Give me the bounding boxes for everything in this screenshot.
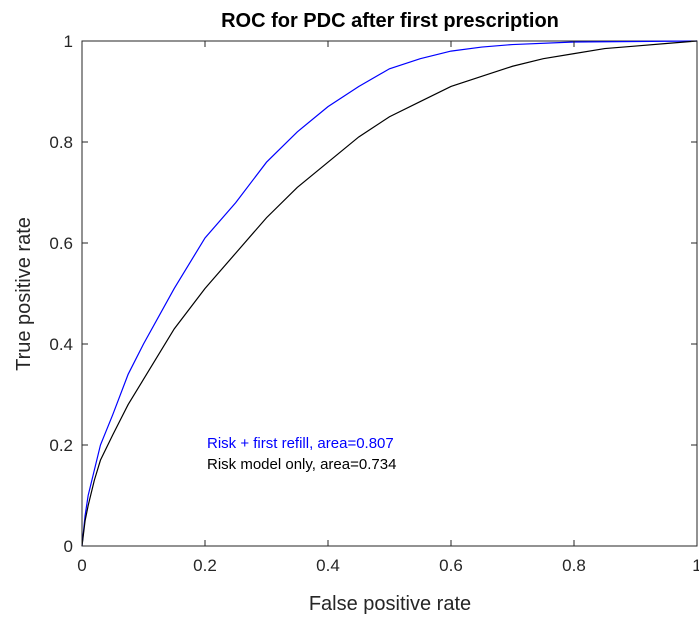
series-layer [81, 40, 698, 547]
series-line-1 [81, 40, 698, 547]
y-tick-label: 0.6 [49, 234, 73, 253]
legend: Risk + first refill, area=0.807 Risk mode… [207, 435, 396, 473]
plot-area [81, 40, 698, 547]
plot-frame [81, 40, 698, 547]
x-tick-label: 0 [77, 556, 86, 575]
x-tick-label: 0.4 [316, 556, 340, 575]
x-tick-label: 0.2 [193, 556, 217, 575]
ticks-layer: 0 0.2 0.4 0.6 0.8 1 0 0.2 0.4 0.6 0.8 1 [49, 32, 699, 575]
y-tick-label: 0.4 [49, 335, 73, 354]
legend-entry-1: Risk + first refill, area=0.807 [207, 435, 394, 452]
x-axis-title: False positive rate [309, 593, 471, 615]
y-tick-label: 0.8 [49, 133, 73, 152]
y-axis-title: True positive rate [13, 217, 35, 371]
x-tick-label: 1 [692, 556, 699, 575]
y-tick-label: 0 [64, 537, 73, 556]
x-tick-label: 0.8 [562, 556, 586, 575]
y-tick-label: 0.2 [49, 436, 73, 455]
series-line-2 [81, 40, 698, 547]
chart-title: ROC for PDC after first prescription [221, 10, 559, 32]
x-tick-label: 0.6 [439, 556, 463, 575]
y-tick-label: 1 [64, 32, 73, 51]
legend-entry-2: Risk model only, area=0.734 [207, 456, 396, 473]
